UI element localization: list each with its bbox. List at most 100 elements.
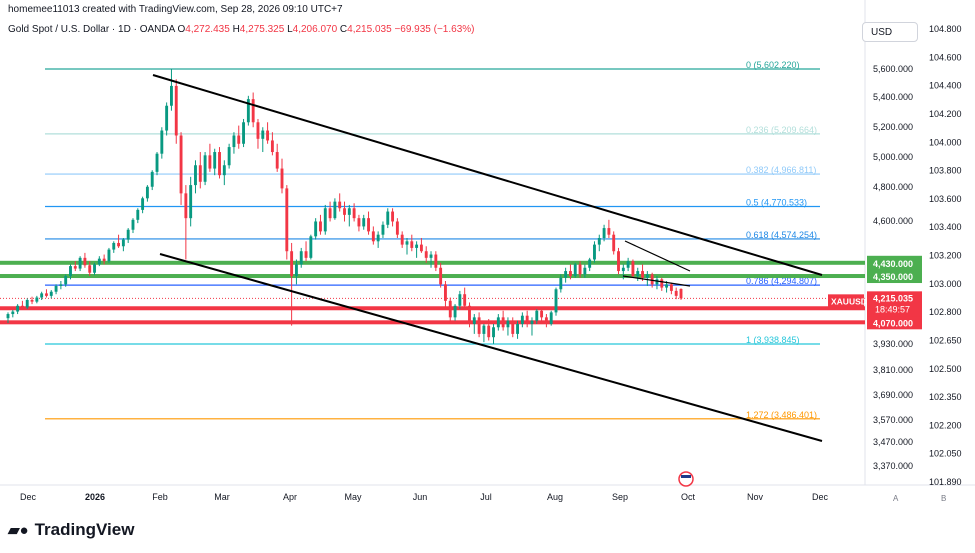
candle-body <box>400 234 404 245</box>
candle-body <box>256 122 260 139</box>
candle-body <box>439 267 443 285</box>
low-label: L <box>287 24 293 35</box>
price-tick-label: 5,000.000 <box>873 152 913 162</box>
candle-body <box>405 241 409 245</box>
secondary-tick-label: 102.200 <box>929 420 962 430</box>
candle-body <box>136 209 140 220</box>
candle-body <box>573 264 577 277</box>
candle-body <box>554 289 558 313</box>
candle-body <box>468 305 471 324</box>
candle-body <box>395 221 399 235</box>
price-tick-label: 4,600.000 <box>873 216 913 226</box>
candle-body <box>145 186 149 199</box>
candle-body <box>213 152 217 169</box>
symbol-description: Gold Spot / U.S. Dollar · 1D · OANDA <box>8 24 175 35</box>
candle-body <box>381 224 385 235</box>
secondary-tick-label: 104.200 <box>929 109 962 119</box>
candle-body <box>540 310 544 318</box>
flag-stripe-icon <box>681 475 691 478</box>
support-resistance-zones <box>0 260 865 325</box>
price-tick-label: 3,930.000 <box>873 339 913 349</box>
candle-body <box>121 239 125 247</box>
fib-retracement: 0 (5,602.220) 0.236 (5,209.664) 0.382 (4,9… <box>45 60 820 420</box>
candle-body <box>45 293 48 296</box>
candle-body <box>607 228 611 235</box>
candle-body <box>102 258 106 262</box>
candle-body <box>343 208 346 215</box>
candle-body <box>194 165 197 186</box>
candle-body <box>645 274 649 278</box>
secondary-tick-label: 104.800 <box>929 24 962 34</box>
candle-body <box>371 231 375 242</box>
candle-body <box>367 218 370 232</box>
candle-body <box>333 201 337 219</box>
time-tick-label: 2026 <box>85 492 105 502</box>
candle-body <box>6 314 10 319</box>
candle-body <box>487 325 491 338</box>
candle-body <box>352 208 356 219</box>
candle-body <box>141 198 145 210</box>
wedge-lower <box>622 275 691 287</box>
currency-button[interactable]: USD <box>862 22 918 42</box>
price-tick-label: 4,800.000 <box>873 182 913 192</box>
fib-label: 0.786 (4,294.807) <box>746 276 817 286</box>
candle-body <box>155 153 159 172</box>
price-tick-label: 3,470.000 <box>873 437 913 447</box>
candle-body <box>549 312 553 324</box>
candle-body <box>64 276 68 285</box>
candle-body <box>376 234 380 242</box>
candle-body <box>568 271 572 277</box>
time-tick-label: Sep <box>612 492 628 502</box>
candle-body <box>641 271 644 278</box>
price-axis: 5,600.000 5,400.000 5,200.000 5,000.000 4,80… <box>873 64 913 471</box>
candle-body <box>578 264 582 275</box>
fib-label: 0 (5,602.220) <box>746 60 800 70</box>
zone-badge <box>867 315 922 330</box>
candle-body <box>593 244 596 260</box>
chart-grid <box>0 0 975 486</box>
secondary-tick-label: 103.000 <box>929 279 962 289</box>
time-tick-label: Apr <box>283 492 297 502</box>
candle-body <box>602 228 606 239</box>
candle-body <box>232 135 236 148</box>
wedge-upper <box>624 240 691 272</box>
candle-body <box>59 284 63 286</box>
trendlines <box>152 74 823 442</box>
candle-body <box>621 267 625 272</box>
current-price-value: 4,215.035 <box>873 293 913 303</box>
candle-body <box>530 320 534 324</box>
candle-body <box>357 218 361 227</box>
candle-body <box>458 294 462 306</box>
candle-body <box>107 249 111 262</box>
secondary-axis: 104.800 104.600 104.400 104.200 104.000 103.8… <box>929 24 962 487</box>
price-badges: 4,430.0004,350.0004,155.0004,070.0004,21… <box>828 255 922 330</box>
candle-body <box>203 155 207 182</box>
candle-body <box>559 277 563 290</box>
candle-body <box>83 257 87 266</box>
zone-band <box>0 274 865 279</box>
secondary-tick-label: 103.200 <box>929 251 962 261</box>
candle-body <box>444 284 447 301</box>
candle-body <box>597 238 601 245</box>
candle-body <box>434 254 438 268</box>
candle-body <box>525 315 529 324</box>
close-value: 4,215.035 <box>347 24 392 35</box>
tradingview-logo[interactable]: ▰● TradingView <box>8 520 134 540</box>
candle-body <box>588 259 592 268</box>
open-value: 4,272.435 <box>185 24 230 35</box>
candle-body <box>69 266 72 277</box>
candle-body <box>112 242 116 250</box>
price-tick-label: 5,400.000 <box>873 92 913 102</box>
price-tick-label: 3,690.000 <box>873 390 913 400</box>
low-value: 4,206.070 <box>292 24 338 35</box>
candle-body <box>482 325 486 334</box>
candle-body <box>246 99 250 123</box>
candle-body <box>285 188 289 252</box>
candle-body <box>25 299 29 308</box>
brand-name: TradingView <box>34 520 135 539</box>
candle-body <box>93 264 96 273</box>
fib-label: 0.618 (4,574.254) <box>746 230 817 240</box>
candle-body <box>198 165 202 182</box>
time-tick-label: Jun <box>413 492 428 502</box>
